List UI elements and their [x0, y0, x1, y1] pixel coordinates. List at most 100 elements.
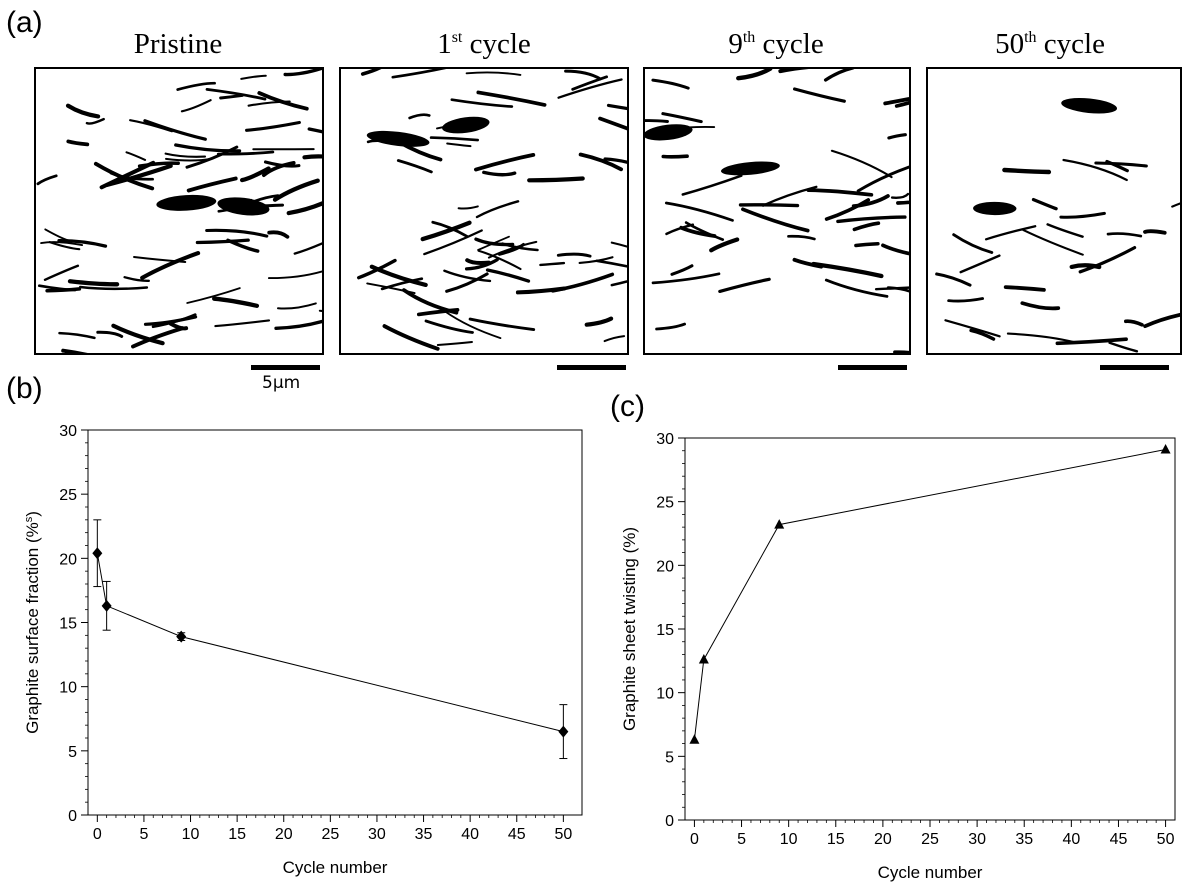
x-tick-label: 20 — [275, 826, 293, 843]
x-tick-label: 35 — [415, 826, 433, 843]
graphite-flake — [679, 225, 717, 238]
graphite-flake — [738, 203, 800, 208]
graphite-flake — [556, 252, 592, 258]
graphite-flake — [195, 238, 250, 245]
graphite-flake — [787, 234, 816, 241]
graphite-flake — [595, 259, 627, 268]
data-point — [558, 725, 569, 738]
scale-bar-cycle-50 — [1100, 365, 1169, 370]
graphite-flake — [416, 308, 460, 317]
graphite-flake — [482, 170, 517, 177]
y-tick-label: 0 — [68, 808, 77, 825]
graphite-flake — [1055, 337, 1128, 346]
graphite-blob — [156, 194, 217, 211]
graphite-flake — [823, 69, 855, 82]
data-point — [92, 547, 103, 560]
graphite-flake — [357, 258, 397, 280]
graphite-flake — [123, 276, 150, 282]
graphite-flake — [761, 185, 818, 207]
scale-bar-cycle-1 — [557, 365, 626, 370]
graphite-flake — [1108, 341, 1139, 353]
graphite-flake — [664, 201, 734, 222]
graphite-flake — [610, 280, 627, 287]
y-tick-label: 30 — [59, 423, 77, 440]
panel-label-a: (a) — [6, 6, 43, 39]
graphite-flake — [890, 192, 909, 199]
y-tick-label: 20 — [59, 551, 77, 568]
graphite-flake — [811, 261, 884, 279]
x-tick-label: 25 — [321, 826, 339, 843]
graphite-flake — [408, 113, 431, 120]
graphite-flake — [1022, 229, 1084, 256]
x-tick-label: 10 — [182, 826, 200, 843]
graphite-flake — [445, 272, 489, 293]
graphite-flake — [598, 116, 627, 131]
graphite-blob — [645, 124, 693, 141]
graphite-flake — [1078, 246, 1137, 274]
graphite-flake — [1031, 197, 1058, 211]
x-tick-label: 20 — [874, 831, 892, 848]
graphite-flake — [1046, 223, 1084, 238]
graphite-flake — [894, 100, 909, 108]
graphite-flake — [420, 220, 472, 242]
graphite-flake — [887, 133, 907, 140]
scale-bar-pristine — [251, 365, 320, 370]
graphite-flake — [1143, 312, 1180, 329]
graphite-flake — [180, 99, 212, 113]
graphite-flake — [881, 243, 909, 256]
graphite-flake — [584, 316, 614, 327]
graphite-flake — [443, 269, 492, 283]
graphite-blob — [1061, 97, 1118, 114]
graphite-flake — [684, 221, 725, 241]
plot-frame — [87, 429, 583, 816]
graphite-flake — [886, 286, 909, 293]
graphite-flake — [37, 284, 77, 292]
graphite-flake — [824, 198, 871, 221]
graphite-flake — [824, 278, 889, 298]
graphite-flake — [959, 254, 1001, 274]
x-tick-label: 0 — [93, 826, 102, 843]
graphite-flake — [578, 152, 623, 172]
y-tick-label: 30 — [656, 431, 674, 448]
graphite-flake — [984, 225, 1037, 241]
y-tick-label: 10 — [656, 686, 674, 703]
graphite-flake — [450, 98, 514, 108]
graphite-flake — [205, 228, 269, 238]
panel-label-c: (c) — [610, 390, 645, 423]
y-tick-label: 20 — [656, 558, 674, 575]
graphite-flake — [446, 142, 472, 148]
graphite-flake — [262, 161, 296, 177]
data-point — [774, 519, 785, 529]
graphite-flake — [111, 323, 165, 346]
graphite-flake — [360, 69, 382, 76]
x-axis-label: Cycle number — [878, 863, 983, 882]
graphite-flake — [214, 319, 271, 328]
y-tick-label: 5 — [68, 744, 77, 761]
y-tick-label: 25 — [656, 495, 674, 512]
graphite-flake — [515, 286, 567, 295]
graphite-flake — [283, 69, 322, 77]
graphite-flake — [125, 151, 147, 161]
x-tick-label: 5 — [737, 831, 746, 848]
graphite-flake — [96, 330, 124, 338]
scale-bar-label: 5μm — [262, 373, 301, 393]
micrograph-cycle-9 — [643, 67, 911, 355]
micrograph-pristine — [34, 67, 324, 355]
graphite-flake — [854, 241, 880, 248]
graphite-flake — [645, 119, 669, 123]
graphite-flake — [718, 277, 771, 293]
graphite-flake — [485, 268, 531, 283]
graphite-flake — [79, 285, 149, 291]
graphite-flake — [1171, 202, 1180, 208]
graphite-flake — [44, 228, 70, 242]
graphite-flake — [969, 328, 996, 341]
graphite-flake — [947, 297, 984, 303]
graphite-flake — [240, 166, 271, 183]
graphite-blob — [366, 130, 430, 147]
panel-label-b: (b) — [6, 372, 43, 405]
graphite-flake — [475, 200, 520, 219]
graphite-flake — [1124, 319, 1144, 327]
graphite-flake — [851, 194, 890, 208]
x-tick-label: 25 — [921, 831, 939, 848]
graphite-flake — [140, 251, 201, 280]
